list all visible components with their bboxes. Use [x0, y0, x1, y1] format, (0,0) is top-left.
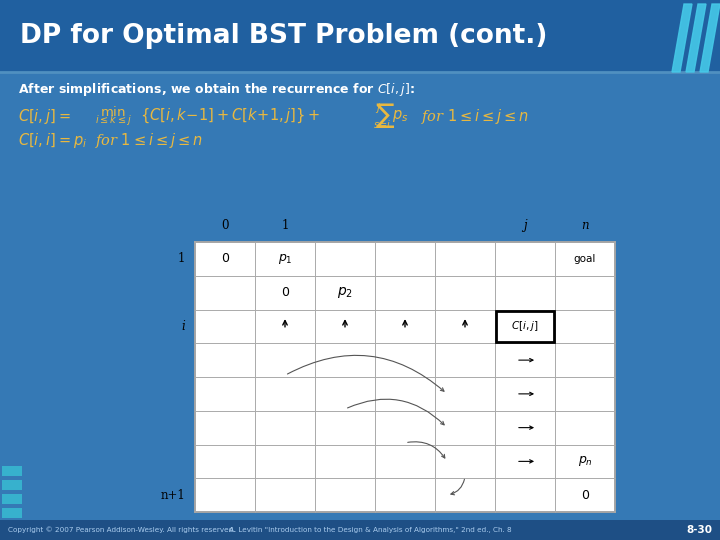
Text: 0: 0 [221, 252, 229, 265]
Text: j: j [523, 219, 527, 232]
Text: $p_s$: $p_s$ [392, 108, 408, 124]
Polygon shape [686, 4, 706, 72]
Text: After simplifications, we obtain the recurrence for $C[i,j]$:: After simplifications, we obtain the rec… [18, 80, 415, 98]
Text: $p_n$: $p_n$ [577, 454, 593, 468]
Text: 1: 1 [178, 252, 185, 265]
Text: $s\!=\!i$: $s\!=\!i$ [373, 118, 392, 130]
FancyBboxPatch shape [0, 520, 720, 540]
FancyBboxPatch shape [195, 242, 615, 512]
Text: $i \leq k \leq j$: $i \leq k \leq j$ [95, 113, 132, 127]
Text: 1: 1 [282, 219, 289, 232]
FancyBboxPatch shape [2, 508, 22, 518]
Text: for $1 \leq i \leq j \leq n$: for $1 \leq i \leq j \leq n$ [412, 106, 528, 125]
Text: $\{C[i,k\!-\!1] + C[k\!+\!1,j]\} +$: $\{C[i,k\!-\!1] + C[k\!+\!1,j]\} +$ [140, 107, 320, 125]
FancyBboxPatch shape [2, 480, 22, 490]
Text: A. Levitin "Introduction to the Design & Analysis of Algorithms," 2nd ed., Ch. 8: A. Levitin "Introduction to the Design &… [229, 527, 511, 533]
Text: goal: goal [574, 254, 596, 264]
Text: $\sum$: $\sum$ [375, 102, 395, 131]
Text: 8-30: 8-30 [686, 525, 712, 535]
Text: n: n [581, 219, 589, 232]
Text: $C[i,j] =$: $C[i,j] =$ [18, 106, 71, 125]
Polygon shape [672, 4, 692, 72]
Text: $p_1$: $p_1$ [278, 252, 292, 266]
Text: n+1: n+1 [161, 489, 185, 502]
FancyBboxPatch shape [2, 494, 22, 504]
FancyBboxPatch shape [2, 466, 22, 476]
Text: DP for Optimal BST Problem (cont.): DP for Optimal BST Problem (cont.) [20, 23, 547, 49]
Text: $j$: $j$ [375, 101, 381, 115]
Text: 0: 0 [221, 219, 229, 232]
Polygon shape [700, 4, 720, 72]
Text: $p_2$: $p_2$ [337, 285, 353, 300]
Text: $C[i,j]$: $C[i,j]$ [511, 319, 539, 333]
Text: 0: 0 [281, 286, 289, 299]
FancyBboxPatch shape [0, 0, 720, 72]
Text: Copyright © 2007 Pearson Addison-Wesley. All rights reserved.: Copyright © 2007 Pearson Addison-Wesley.… [8, 526, 235, 534]
Text: $\mathrm{min}$: $\mathrm{min}$ [100, 105, 126, 119]
FancyBboxPatch shape [496, 310, 554, 342]
Text: i: i [181, 320, 185, 333]
Text: 0: 0 [581, 489, 589, 502]
Text: $C[i,i] = p_i$  for $1 \leq i \leq j \leq n$: $C[i,i] = p_i$ for $1 \leq i \leq j \leq… [18, 131, 202, 150]
